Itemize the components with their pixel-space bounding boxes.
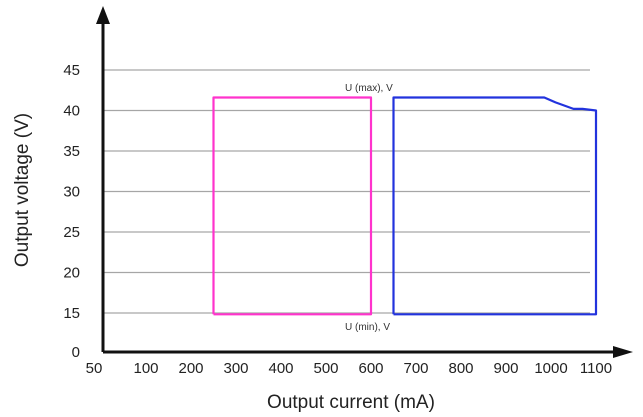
y-tick-label: 0 bbox=[72, 344, 80, 361]
y-tick-labels: 0 15 20 25 30 35 40 45 bbox=[63, 62, 80, 361]
x-tick-label: 400 bbox=[268, 360, 293, 377]
y-tick-label: 30 bbox=[63, 184, 80, 201]
x-tick-label: 100 bbox=[133, 360, 158, 377]
x-tick-label: 1000 bbox=[534, 360, 567, 377]
annotation-umax: U (max), V bbox=[345, 83, 393, 94]
x-tick-label: 50 bbox=[86, 360, 103, 377]
axes bbox=[96, 6, 633, 358]
x-tick-label: 500 bbox=[313, 360, 338, 377]
y-tick-label: 40 bbox=[63, 103, 80, 120]
x-axis-title: Output current (mA) bbox=[267, 392, 435, 413]
x-tick-label: 1100 bbox=[580, 360, 612, 377]
x-tick-label: 700 bbox=[403, 360, 428, 377]
x-tick-label: 200 bbox=[178, 360, 203, 377]
series-line-1 bbox=[212, 96, 373, 316]
x-tick-label: 600 bbox=[358, 360, 383, 377]
series-group bbox=[212, 96, 598, 316]
series-line-2 bbox=[392, 96, 598, 316]
x-tick-label: 300 bbox=[223, 360, 248, 377]
x-tick-label: 800 bbox=[448, 360, 473, 377]
y-tick-label: 15 bbox=[63, 305, 80, 322]
y-tick-label: 35 bbox=[63, 143, 80, 160]
x-tick-labels: 50 100 200 300 400 500 600 700 800 900 1000 1100 bbox=[86, 360, 612, 377]
y-tick-label: 20 bbox=[63, 265, 80, 282]
annotation-umin: U (min), V bbox=[345, 322, 390, 333]
y-tick-label: 25 bbox=[63, 224, 80, 241]
y-axis-title: Output voltage (V) bbox=[12, 113, 33, 267]
x-axis-arrow bbox=[613, 346, 633, 358]
y-tick-label: 45 bbox=[63, 62, 80, 79]
grid-lines bbox=[103, 69, 590, 314]
x-tick-label: 900 bbox=[493, 360, 518, 377]
y-axis-arrow bbox=[96, 6, 110, 24]
